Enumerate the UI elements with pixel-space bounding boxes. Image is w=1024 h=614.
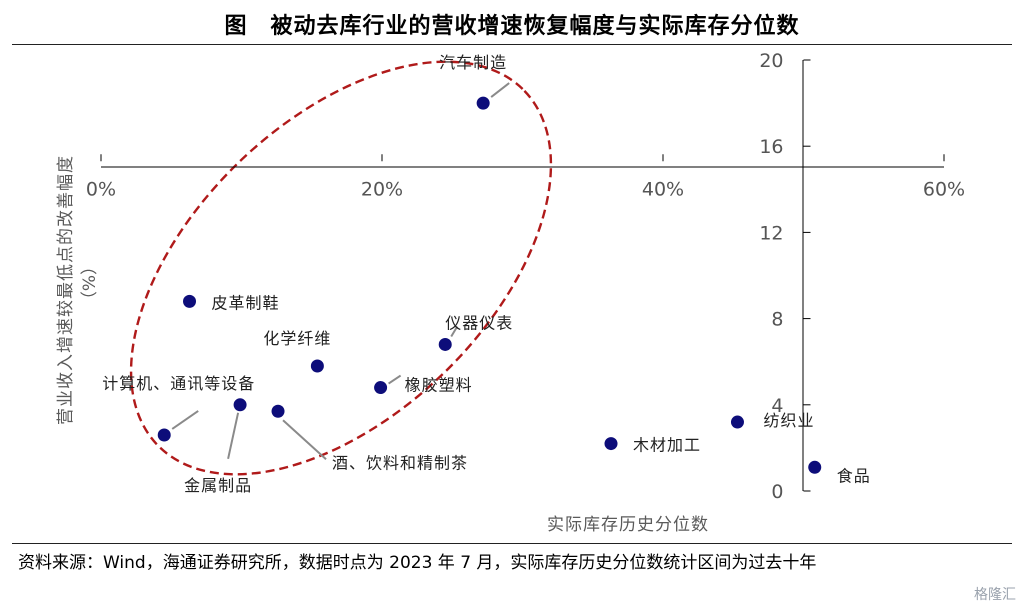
leader-line — [227, 412, 240, 460]
y-tick-label: 4 — [771, 395, 783, 417]
leader-line — [171, 410, 199, 430]
point-label: 汽车制造 — [439, 53, 507, 72]
point-label: 化学纤维 — [263, 329, 331, 348]
point-label: 计算机、通讯等设备 — [102, 374, 255, 393]
data-point — [438, 337, 452, 351]
x-axis-title: 实际库存历史分位数 — [547, 515, 709, 535]
y-tick-label: 0 — [771, 481, 783, 503]
data-point — [233, 398, 247, 412]
y-tick-label: 12 — [759, 222, 783, 244]
point-label: 食品 — [837, 466, 871, 485]
y-ticks: 0 4 8 12 16 20 — [759, 50, 811, 503]
y-axis-unit: （%） — [80, 258, 100, 308]
data-point — [374, 381, 388, 395]
watermark-text: 格隆汇 — [974, 587, 1016, 603]
point-label: 酒、饮料和精制茶 — [332, 453, 468, 472]
leader-lines — [171, 82, 510, 461]
point-label: 橡胶塑料 — [405, 376, 473, 395]
data-point — [183, 294, 197, 308]
y-axis-title: 营业收入增速较最低点的改善幅度 — [56, 155, 76, 425]
x-tick-label: 40% — [642, 178, 684, 200]
data-point — [310, 359, 324, 373]
source-note: 资料来源：Wind，海通证券研究所，数据时点为 2023 年 7 月，实际库存历… — [18, 553, 817, 573]
x-tick-label: 20% — [361, 178, 403, 200]
point-label: 纺织业 — [763, 411, 814, 430]
leader-line — [388, 374, 402, 385]
data-point — [271, 404, 285, 418]
data-point — [730, 415, 744, 429]
x-tick-label: 0% — [86, 178, 116, 200]
y-tick-label: 20 — [759, 50, 783, 72]
x-tick-label: 60% — [923, 178, 965, 200]
point-label: 木材加工 — [633, 436, 701, 455]
data-points — [157, 96, 822, 474]
data-point — [476, 96, 490, 110]
y-tick-label: 8 — [771, 309, 783, 331]
data-point — [157, 428, 171, 442]
data-point — [604, 437, 618, 451]
point-label: 仪器仪表 — [445, 313, 513, 332]
highlight-ellipse — [129, 60, 553, 476]
data-point — [808, 460, 822, 474]
chart-title: 图 被动去库行业的营收增速恢复幅度与实际库存分位数 — [224, 13, 800, 39]
point-label: 皮革制鞋 — [212, 293, 280, 312]
leader-line — [282, 419, 327, 461]
y-tick-label: 16 — [759, 136, 783, 158]
x-ticks: 0% 20% 40% 60% — [86, 154, 965, 200]
source-rule — [12, 543, 1012, 544]
title-rule — [12, 44, 1012, 45]
point-label: 金属制品 — [184, 476, 252, 495]
leader-line — [490, 82, 510, 98]
leader-line — [450, 325, 459, 337]
